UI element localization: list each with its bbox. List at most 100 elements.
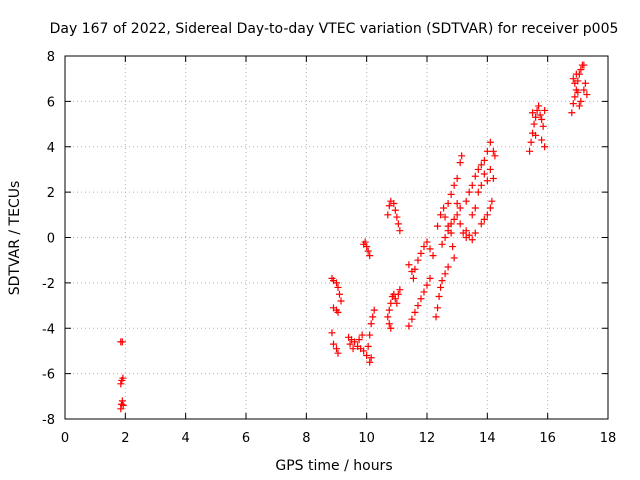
x-axis-ticks: 0 2 4 6 8 10 12 14 16 18: [61, 56, 616, 446]
data-point: [334, 349, 342, 357]
data-point: [393, 299, 401, 307]
x-tick-label: 12: [419, 431, 436, 446]
data-point: [569, 75, 577, 83]
data-point: [364, 247, 372, 255]
data-point: [391, 206, 399, 214]
data-point: [489, 147, 497, 155]
data-point: [574, 88, 582, 96]
data-point: [441, 213, 449, 221]
y-tick-label: -6: [42, 368, 55, 383]
data-point: [366, 331, 374, 339]
data-point: [369, 313, 377, 321]
x-tick-label: 2: [121, 431, 129, 446]
data-point: [539, 122, 547, 130]
data-point: [444, 263, 452, 271]
data-point: [346, 340, 354, 348]
data-point: [394, 220, 402, 228]
y-tick-label: -2: [42, 277, 55, 292]
data-point: [349, 345, 357, 353]
chart-title: Day 167 of 2022, Sidereal Day-to-day VTE…: [50, 21, 619, 37]
data-point: [384, 211, 392, 219]
data-point: [117, 380, 125, 388]
data-point: [488, 197, 496, 205]
data-point: [456, 159, 464, 167]
data-point: [471, 204, 479, 212]
data-point: [385, 202, 393, 210]
data-points: [117, 61, 591, 413]
data-point: [329, 340, 337, 348]
data-point: [575, 102, 583, 110]
data-point: [456, 220, 464, 228]
data-point: [119, 374, 127, 382]
data-point: [447, 190, 455, 198]
data-point: [444, 227, 452, 235]
data-point: [118, 397, 126, 405]
data-point: [532, 113, 540, 121]
data-point: [394, 290, 402, 298]
y-tick-label: 6: [47, 95, 55, 110]
data-point: [474, 188, 482, 196]
data-point: [480, 215, 488, 223]
y-tick-label: 4: [47, 141, 55, 156]
data-point: [387, 299, 395, 307]
data-point: [483, 177, 491, 185]
data-point: [486, 204, 494, 212]
data-point: [450, 215, 458, 223]
data-point: [580, 86, 588, 94]
data-point: [538, 136, 546, 144]
data-point: [364, 342, 372, 350]
data-point: [408, 315, 416, 323]
data-point: [426, 274, 434, 282]
x-tick-label: 0: [61, 431, 69, 446]
data-point: [458, 152, 466, 160]
data-point: [117, 405, 125, 413]
y-axis-ticks: -8 -6 -4 -2 0 2 4 6 8: [42, 50, 608, 428]
data-point: [529, 109, 537, 117]
data-point: [577, 66, 585, 74]
data-point: [417, 249, 425, 257]
data-point: [434, 222, 442, 230]
data-point: [423, 238, 431, 246]
y-tick-label: 0: [47, 232, 55, 247]
data-point: [405, 261, 413, 269]
data-point: [360, 347, 368, 355]
x-tick-label: 18: [600, 431, 617, 446]
data-point: [486, 138, 494, 146]
data-point: [423, 281, 431, 289]
data-point: [334, 283, 342, 291]
x-tick-label: 6: [242, 431, 250, 446]
data-point: [328, 329, 336, 337]
data-point: [441, 270, 449, 278]
data-point: [411, 265, 419, 273]
data-point: [358, 331, 366, 339]
data-point: [429, 252, 437, 260]
data-point: [447, 220, 455, 228]
data-point: [477, 181, 485, 189]
data-point: [456, 204, 464, 212]
data-point: [480, 156, 488, 164]
data-point: [477, 220, 485, 228]
data-point: [471, 172, 479, 180]
data-point: [384, 313, 392, 321]
x-tick-label: 8: [302, 431, 310, 446]
data-point: [483, 147, 491, 155]
data-point: [337, 297, 345, 305]
data-point: [538, 116, 546, 124]
plot-frame: [64, 55, 609, 420]
data-point: [468, 181, 476, 189]
x-axis-label: GPS time / hours: [275, 458, 392, 474]
data-point: [571, 79, 579, 87]
x-tick-label: 10: [358, 431, 375, 446]
data-point: [435, 292, 443, 300]
data-point: [541, 106, 549, 114]
y-tick-label: 8: [47, 50, 55, 65]
data-point: [471, 229, 479, 237]
data-point: [437, 283, 445, 291]
data-point: [450, 181, 458, 189]
data-point: [444, 199, 452, 207]
x-tick-label: 16: [539, 431, 556, 446]
data-point: [465, 188, 473, 196]
x-tick-label: 4: [182, 431, 190, 446]
data-point: [366, 252, 374, 260]
data-point: [385, 320, 393, 328]
